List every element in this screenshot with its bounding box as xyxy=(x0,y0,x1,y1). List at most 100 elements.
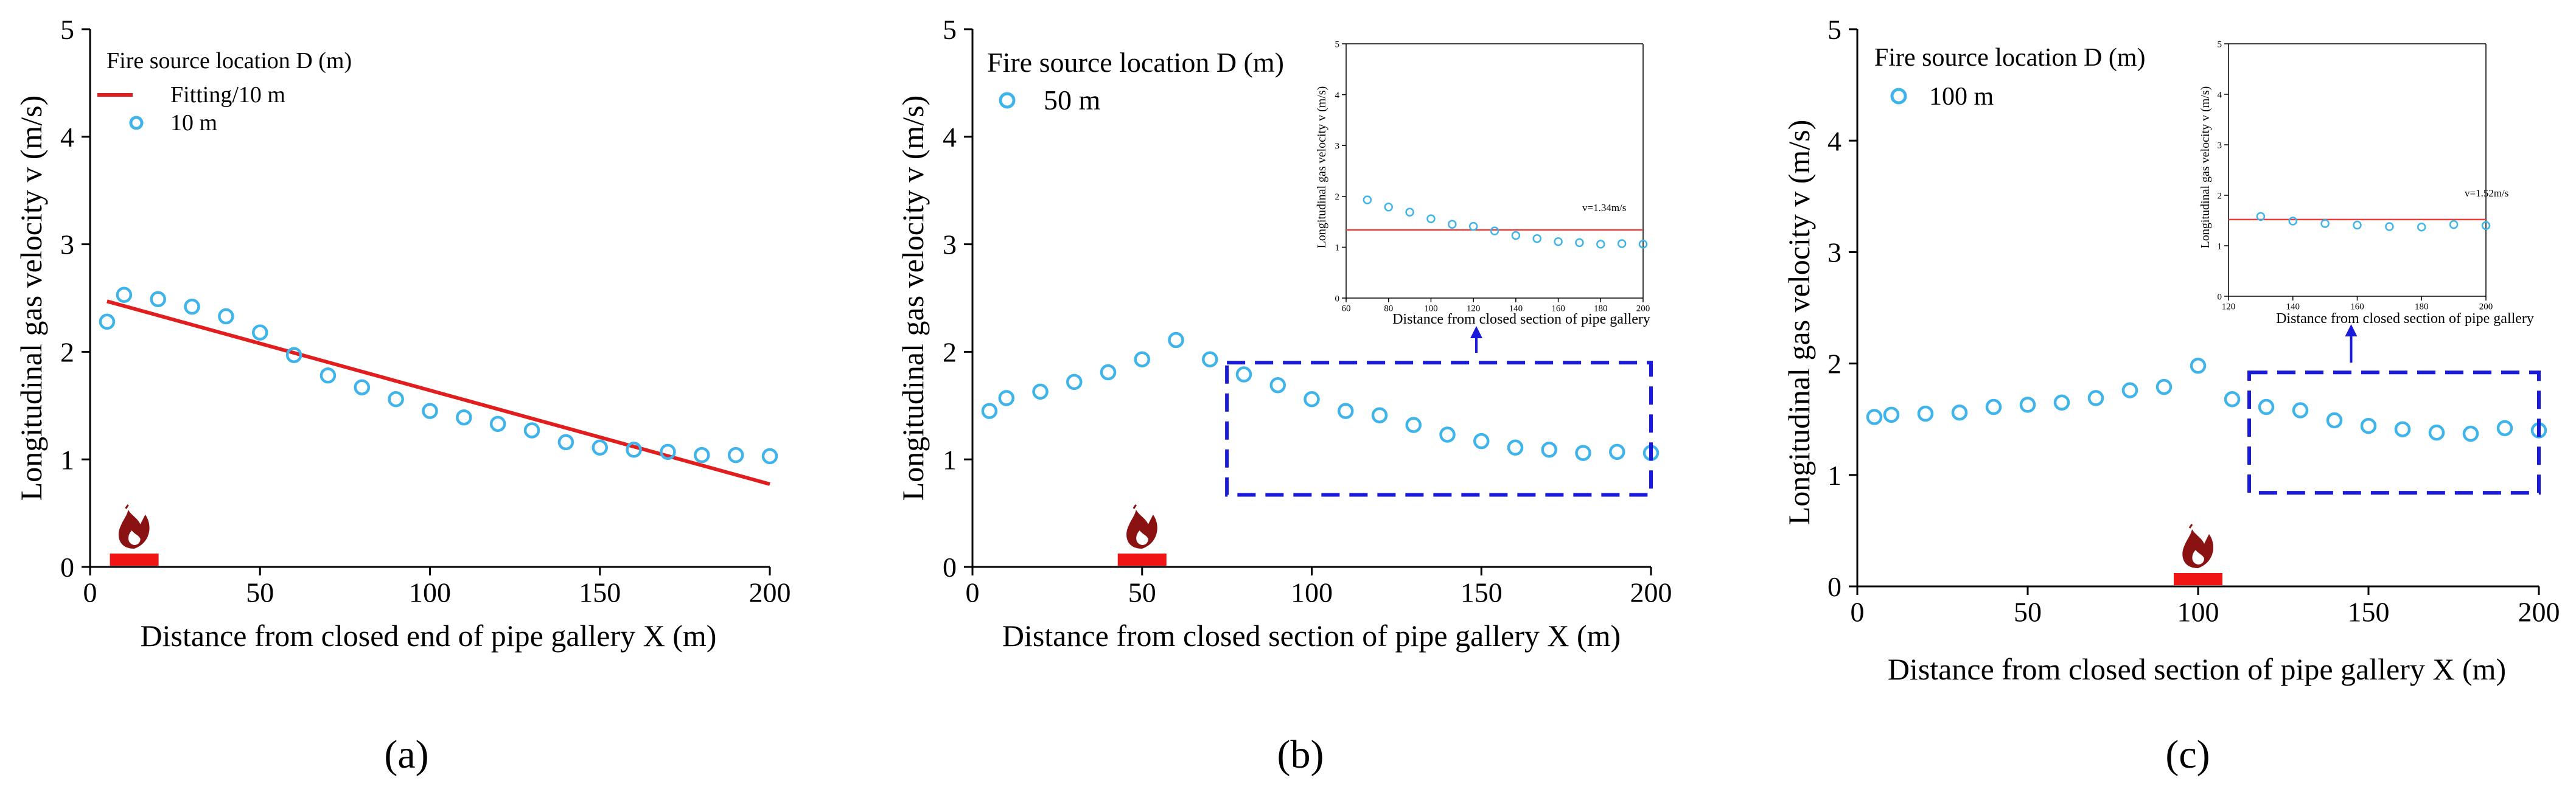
panel-c-data-point xyxy=(2326,412,2343,429)
panel-c-data-point xyxy=(1883,406,1900,423)
panel-a: 0 50 100 150 200 0 1 2 3 4 5 Distance from closed … xyxy=(14,14,791,777)
panel-b-inset-ytick-label: 5 xyxy=(1335,40,1340,49)
panel-c-inset-ytick-label: 0 xyxy=(2218,292,2222,302)
panel-b-inset-xtick-label: 80 xyxy=(1384,304,1393,313)
panel-b-data-point xyxy=(1507,439,1524,456)
panel-c-inset-bg xyxy=(2229,44,2486,296)
panel-a-data-point xyxy=(388,391,404,408)
panel-a-xtick-label: 50 xyxy=(246,577,274,608)
panel-a-ytick-label: 2 xyxy=(60,337,74,368)
panel-a-ytick-label: 4 xyxy=(60,122,74,153)
panel-c-ytick-label: 3 xyxy=(1827,237,1841,268)
panel-c-data-point xyxy=(2190,358,2207,374)
panel-c-xtick-label: 200 xyxy=(2518,597,2560,628)
panel-a-spark-icon xyxy=(125,504,129,509)
panel-b-inset-xtick-label: 180 xyxy=(1594,304,1608,313)
panel-b-xtick-label: 100 xyxy=(1291,577,1333,608)
panel-b-inset-data-point xyxy=(1596,240,1605,249)
panel-b-xtick-label: 50 xyxy=(1128,577,1156,608)
panel-a-data-point xyxy=(489,415,506,432)
panel-c-data-point xyxy=(2496,420,2513,437)
panel-b-flame-inner xyxy=(1136,530,1148,545)
panel-c-data-point xyxy=(2394,421,2411,437)
panel-a-legend-fit-label: Fitting/10 m xyxy=(170,82,285,108)
panel-c-data-point xyxy=(2224,391,2241,408)
panel-c-legend-marker-label: 100 m xyxy=(1929,83,1994,111)
panel-c-data-point xyxy=(2053,394,2070,411)
panel-c-ytick-label: 2 xyxy=(1827,349,1841,380)
panel-b-data-point xyxy=(1609,443,1625,460)
panel-b-data-point xyxy=(1371,407,1388,423)
panel-b-inset-xlabel: Distance from closed section of pipe gal… xyxy=(1392,311,1650,327)
panel-c-inset-data-point xyxy=(2385,222,2394,231)
panel-a-flame-inner xyxy=(128,530,141,545)
panel-a-ytick-label: 1 xyxy=(60,444,74,475)
panel-b-inset-xtick-label: 140 xyxy=(1509,304,1523,313)
panel-b-inset-data-point xyxy=(1638,240,1648,249)
panel-b-inset-xtick-label: 120 xyxy=(1467,304,1481,313)
panel-c-data-point xyxy=(2360,417,2377,434)
panel-a-data-point xyxy=(150,291,166,308)
panel-b-legend-marker-label: 50 m xyxy=(1044,85,1101,116)
panel-a-data-point xyxy=(218,308,234,325)
panel-c-inset-data-point xyxy=(2288,217,2297,226)
panel-b-inset-data-point xyxy=(1554,237,1563,246)
panel-a-data-point xyxy=(285,347,302,363)
panel-b-inset-xtick-label: 60 xyxy=(1342,304,1351,313)
panel-c-data-point xyxy=(1917,405,1934,422)
panel-c-data-point xyxy=(2292,402,2309,419)
panel-c-inset-xtick-label: 120 xyxy=(2222,302,2236,311)
panel-c-xtick-label: 100 xyxy=(2177,597,2219,628)
panel-b-inset-ytick-label: 2 xyxy=(1335,192,1340,202)
panel-c-data-point xyxy=(2428,424,2445,441)
panel-a-plot-area: 0 50 100 150 200 0 1 2 3 4 5 xyxy=(60,14,791,608)
panel-a-data-point xyxy=(761,448,778,465)
panel-b-inset-data-point xyxy=(1575,238,1584,248)
panel-c-flame-icon xyxy=(2182,529,2213,568)
panel-b-zoom-arrow-head xyxy=(1470,326,1482,338)
panel-a-data-point xyxy=(319,367,337,384)
panel-c-legend-title: Fire source location D (m) xyxy=(1874,44,2146,72)
panel-b-ytick-label: 5 xyxy=(943,14,957,45)
panel-a-data-point xyxy=(523,422,540,439)
panel-a-label: (a) xyxy=(384,732,428,777)
panel-c-ytick-label: 4 xyxy=(1827,125,1841,156)
panel-a-legend-marker xyxy=(129,116,144,130)
panel-a-data-point xyxy=(456,409,472,426)
panel-a-xtick-label: 150 xyxy=(579,577,621,608)
panel-a-data-point xyxy=(354,379,371,395)
panel-b-inset-ytick-label: 0 xyxy=(1335,294,1340,304)
panel-c-data-point xyxy=(2462,425,2479,442)
panel-c-inset-data-point xyxy=(2353,220,2362,230)
panel-b-inset: 60 80 100 120 140 160 180 200 0 1 2 3 4 5 xyxy=(1335,40,1650,313)
panel-b-legend-title: Fire source location D (m) xyxy=(987,47,1284,78)
panel-a-data-point xyxy=(252,324,268,341)
panel-b-inset-data-point xyxy=(1511,231,1521,240)
panel-a-flame-icon xyxy=(118,510,150,549)
panel-a-xtick-label: 0 xyxy=(83,577,97,608)
panel-b-legend-marker xyxy=(999,92,1016,109)
panel-b-data-point xyxy=(1202,351,1218,368)
panel-c-inset-xtick-label: 160 xyxy=(2350,302,2364,311)
panel-c-data-point xyxy=(1985,398,2002,415)
panel-c-xtick-label: 150 xyxy=(2348,597,2390,628)
panel-c-inset-ytick-label: 1 xyxy=(2218,241,2222,251)
panel-c-data-point xyxy=(2258,398,2275,415)
panel-b-data-point xyxy=(1066,373,1083,391)
panel-b-data-point xyxy=(1575,445,1591,461)
panel-b-xtick-label: 0 xyxy=(966,577,980,608)
panel-c-inset-ytick-label: 5 xyxy=(2218,40,2222,49)
panel-b-inset-data-point xyxy=(1617,239,1627,248)
panel-c-ytick-label: 1 xyxy=(1827,460,1841,491)
panel-b-flame-icon xyxy=(1126,510,1157,549)
panel-a-legend-title: Fire source location D (m) xyxy=(106,48,352,74)
panel-b-inset-data-point xyxy=(1448,220,1457,229)
panel-c-ytick-label: 0 xyxy=(1827,571,1841,602)
panel-a-ytick-label: 3 xyxy=(60,229,74,260)
panel-c-xlabel: Distance from closed section of pipe gal… xyxy=(1888,652,2506,686)
panel-c-zoom-arrow-head xyxy=(2345,324,2358,336)
panel-c-label: (c) xyxy=(2165,732,2210,777)
panel-b-zoom-box xyxy=(1225,361,1653,497)
